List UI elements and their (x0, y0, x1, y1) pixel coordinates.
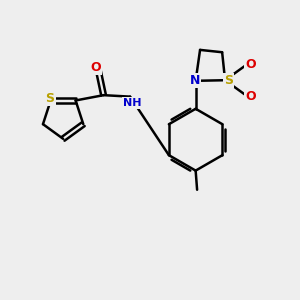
Text: N: N (190, 74, 200, 87)
Text: NH: NH (123, 98, 142, 108)
Text: O: O (245, 58, 256, 71)
Text: S: S (224, 74, 233, 87)
Text: O: O (90, 61, 101, 74)
Text: S: S (46, 92, 55, 105)
Text: O: O (245, 90, 256, 103)
